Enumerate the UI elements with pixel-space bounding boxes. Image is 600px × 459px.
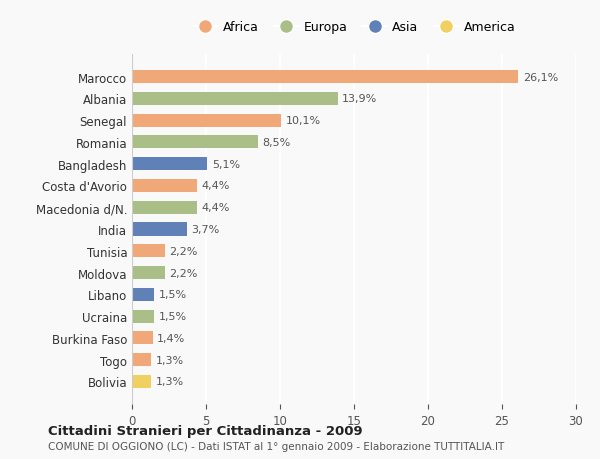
Text: 2,2%: 2,2%: [169, 268, 197, 278]
Text: 4,4%: 4,4%: [202, 203, 230, 213]
Text: COMUNE DI OGGIONO (LC) - Dati ISTAT al 1° gennaio 2009 - Elaborazione TUTTITALIA: COMUNE DI OGGIONO (LC) - Dati ISTAT al 1…: [48, 441, 504, 451]
Bar: [132, 331, 153, 345]
Bar: [132, 114, 281, 128]
Text: 1,5%: 1,5%: [158, 290, 187, 300]
Bar: [132, 375, 151, 388]
Text: 26,1%: 26,1%: [523, 73, 558, 83]
Bar: [132, 71, 518, 84]
Text: 1,3%: 1,3%: [155, 355, 184, 365]
Bar: [132, 136, 258, 149]
Bar: [132, 245, 164, 258]
Text: 8,5%: 8,5%: [262, 138, 290, 148]
Text: 1,4%: 1,4%: [157, 333, 185, 343]
Bar: [132, 158, 208, 171]
Text: 3,7%: 3,7%: [191, 224, 220, 235]
Legend: Africa, Europa, Asia, America: Africa, Europa, Asia, America: [188, 16, 520, 39]
Text: 1,3%: 1,3%: [155, 376, 184, 386]
Bar: [132, 288, 154, 301]
Text: 5,1%: 5,1%: [212, 159, 240, 169]
Text: 4,4%: 4,4%: [202, 181, 230, 191]
Bar: [132, 179, 197, 193]
Bar: [132, 310, 154, 323]
Text: 1,5%: 1,5%: [158, 311, 187, 321]
Bar: [132, 93, 338, 106]
Text: Cittadini Stranieri per Cittadinanza - 2009: Cittadini Stranieri per Cittadinanza - 2…: [48, 424, 362, 437]
Text: 10,1%: 10,1%: [286, 116, 321, 126]
Bar: [132, 266, 164, 280]
Bar: [132, 223, 187, 236]
Text: 2,2%: 2,2%: [169, 246, 197, 256]
Bar: [132, 353, 151, 366]
Bar: [132, 201, 197, 214]
Text: 13,9%: 13,9%: [342, 94, 377, 104]
